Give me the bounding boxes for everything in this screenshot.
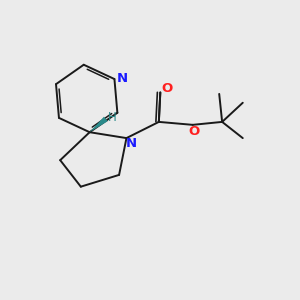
Text: O: O: [161, 82, 172, 95]
Text: O: O: [188, 125, 199, 138]
Text: N: N: [117, 72, 128, 85]
Text: N: N: [126, 137, 137, 150]
Text: H: H: [108, 111, 117, 124]
Polygon shape: [90, 117, 108, 132]
